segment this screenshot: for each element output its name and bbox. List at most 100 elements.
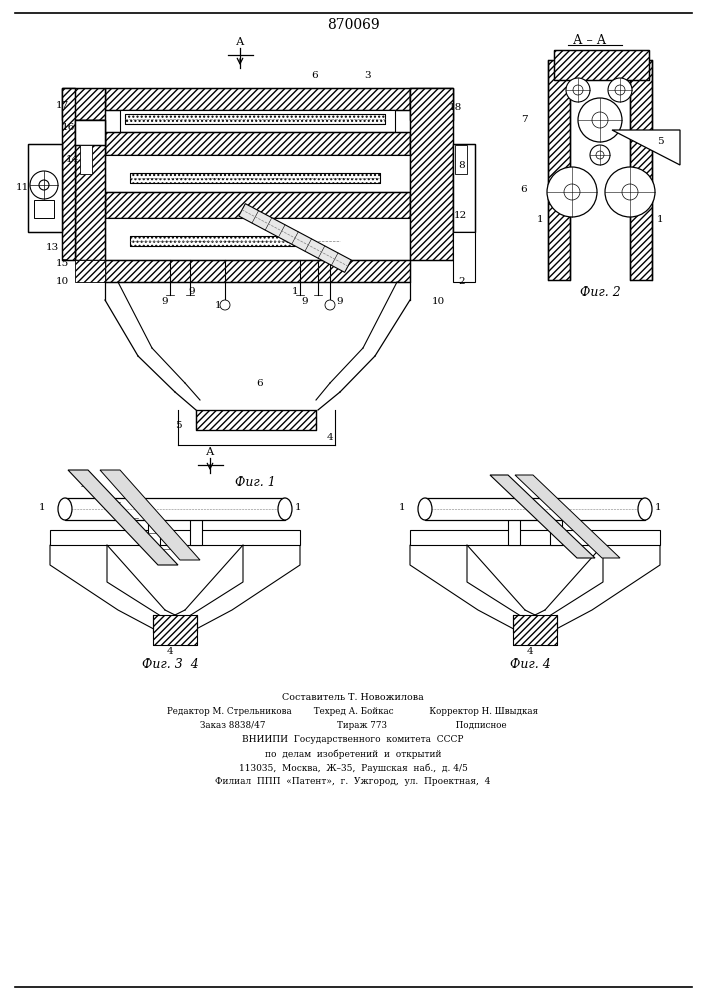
Bar [105, 260, 410, 282]
Text: Фиг. 4: Фиг. 4 [510, 658, 550, 672]
Circle shape [325, 300, 335, 310]
Bar [513, 615, 557, 645]
Bar [28, 144, 62, 232]
Text: 6: 6 [312, 72, 318, 81]
Text: Редактор М. Стрельникова        Техред А. Бойкас             Корректор Н. Швыдка: Редактор М. Стрельникова Техред А. Бойка… [168, 708, 539, 716]
Bar [130, 173, 380, 183]
Text: 5: 5 [175, 420, 181, 430]
Polygon shape [410, 530, 660, 545]
Bar [105, 192, 410, 218]
Text: А: А [206, 447, 214, 457]
Bar [125, 114, 385, 124]
Bar [105, 132, 410, 155]
Text: 9: 9 [302, 298, 308, 306]
Bar [554, 50, 649, 80]
Text: Составитель Т. Новожилова: Составитель Т. Новожилова [282, 694, 424, 702]
Bar [105, 88, 410, 110]
Text: 13: 13 [45, 243, 59, 252]
Circle shape [547, 167, 597, 217]
Bar [548, 60, 570, 280]
Bar [80, 145, 92, 174]
Text: 6: 6 [520, 186, 527, 194]
Text: А: А [236, 37, 244, 47]
Text: А – А: А – А [573, 33, 607, 46]
Circle shape [578, 98, 622, 142]
Bar [120, 110, 395, 132]
Polygon shape [50, 545, 175, 635]
Bar [550, 515, 562, 545]
Bar [130, 173, 380, 183]
Bar [34, 200, 54, 218]
Circle shape [566, 78, 590, 102]
Bar [196, 410, 316, 430]
Text: 6: 6 [257, 379, 263, 388]
Polygon shape [612, 130, 680, 165]
Text: 2: 2 [459, 277, 465, 286]
Bar [62, 88, 75, 260]
Circle shape [592, 112, 608, 128]
Bar [425, 498, 645, 520]
Text: Фиг. 2: Фиг. 2 [580, 286, 620, 298]
Text: 870069: 870069 [327, 18, 380, 32]
Text: 10: 10 [55, 277, 69, 286]
Text: Фиг. 3  4: Фиг. 3 4 [141, 658, 199, 672]
Text: 4: 4 [167, 648, 173, 656]
Bar [410, 88, 453, 260]
Bar [62, 88, 105, 120]
Bar [453, 144, 475, 232]
Text: 1: 1 [215, 302, 221, 310]
Bar [148, 515, 160, 545]
Bar [75, 120, 105, 260]
Bar [410, 88, 453, 120]
Text: 3: 3 [365, 72, 371, 81]
Text: 16: 16 [62, 123, 75, 132]
Bar [105, 88, 410, 110]
Text: 113035,  Москва,  Ж–35,  Раушская  наб.,  д. 4/5: 113035, Москва, Ж–35, Раушская наб., д. … [238, 763, 467, 773]
Polygon shape [410, 545, 535, 635]
Bar [190, 515, 202, 545]
Bar [554, 50, 649, 80]
Polygon shape [239, 204, 351, 272]
Bar [105, 192, 410, 218]
Bar [196, 410, 316, 430]
Polygon shape [515, 475, 620, 558]
Ellipse shape [638, 498, 652, 520]
Bar [65, 498, 285, 520]
Text: 10: 10 [431, 298, 445, 306]
Polygon shape [50, 530, 300, 545]
Text: 15: 15 [55, 259, 69, 268]
Circle shape [220, 300, 230, 310]
Text: Заказ 8838/47                          Тираж 773                         Подписн: Заказ 8838/47 Тираж 773 Подписн [199, 722, 506, 730]
Bar [513, 615, 557, 645]
Bar [105, 260, 410, 282]
Bar [630, 60, 652, 280]
Text: 7: 7 [520, 115, 527, 124]
Text: 14: 14 [65, 155, 78, 164]
Text: Фиг. 1: Фиг. 1 [235, 476, 275, 488]
Bar [62, 88, 75, 260]
Bar [105, 132, 410, 155]
Polygon shape [68, 470, 178, 565]
Bar [62, 88, 105, 120]
Bar [153, 615, 197, 645]
Text: по  делам  изобретений  и  открытий: по делам изобретений и открытий [264, 749, 441, 759]
Bar [75, 260, 105, 282]
Bar [153, 615, 197, 645]
Circle shape [590, 145, 610, 165]
Bar [410, 88, 453, 260]
Bar [75, 120, 105, 260]
Bar [630, 60, 652, 280]
Bar [548, 60, 570, 280]
Bar [105, 155, 410, 192]
Text: 12: 12 [453, 212, 467, 221]
Text: 4: 4 [527, 648, 533, 656]
Text: 1: 1 [655, 504, 661, 512]
Circle shape [596, 151, 604, 159]
Text: 9: 9 [162, 298, 168, 306]
Bar [453, 144, 475, 232]
Text: 9: 9 [189, 288, 195, 296]
Bar [75, 120, 105, 145]
Bar [75, 120, 105, 145]
Text: 9: 9 [337, 298, 344, 306]
Circle shape [573, 85, 583, 95]
